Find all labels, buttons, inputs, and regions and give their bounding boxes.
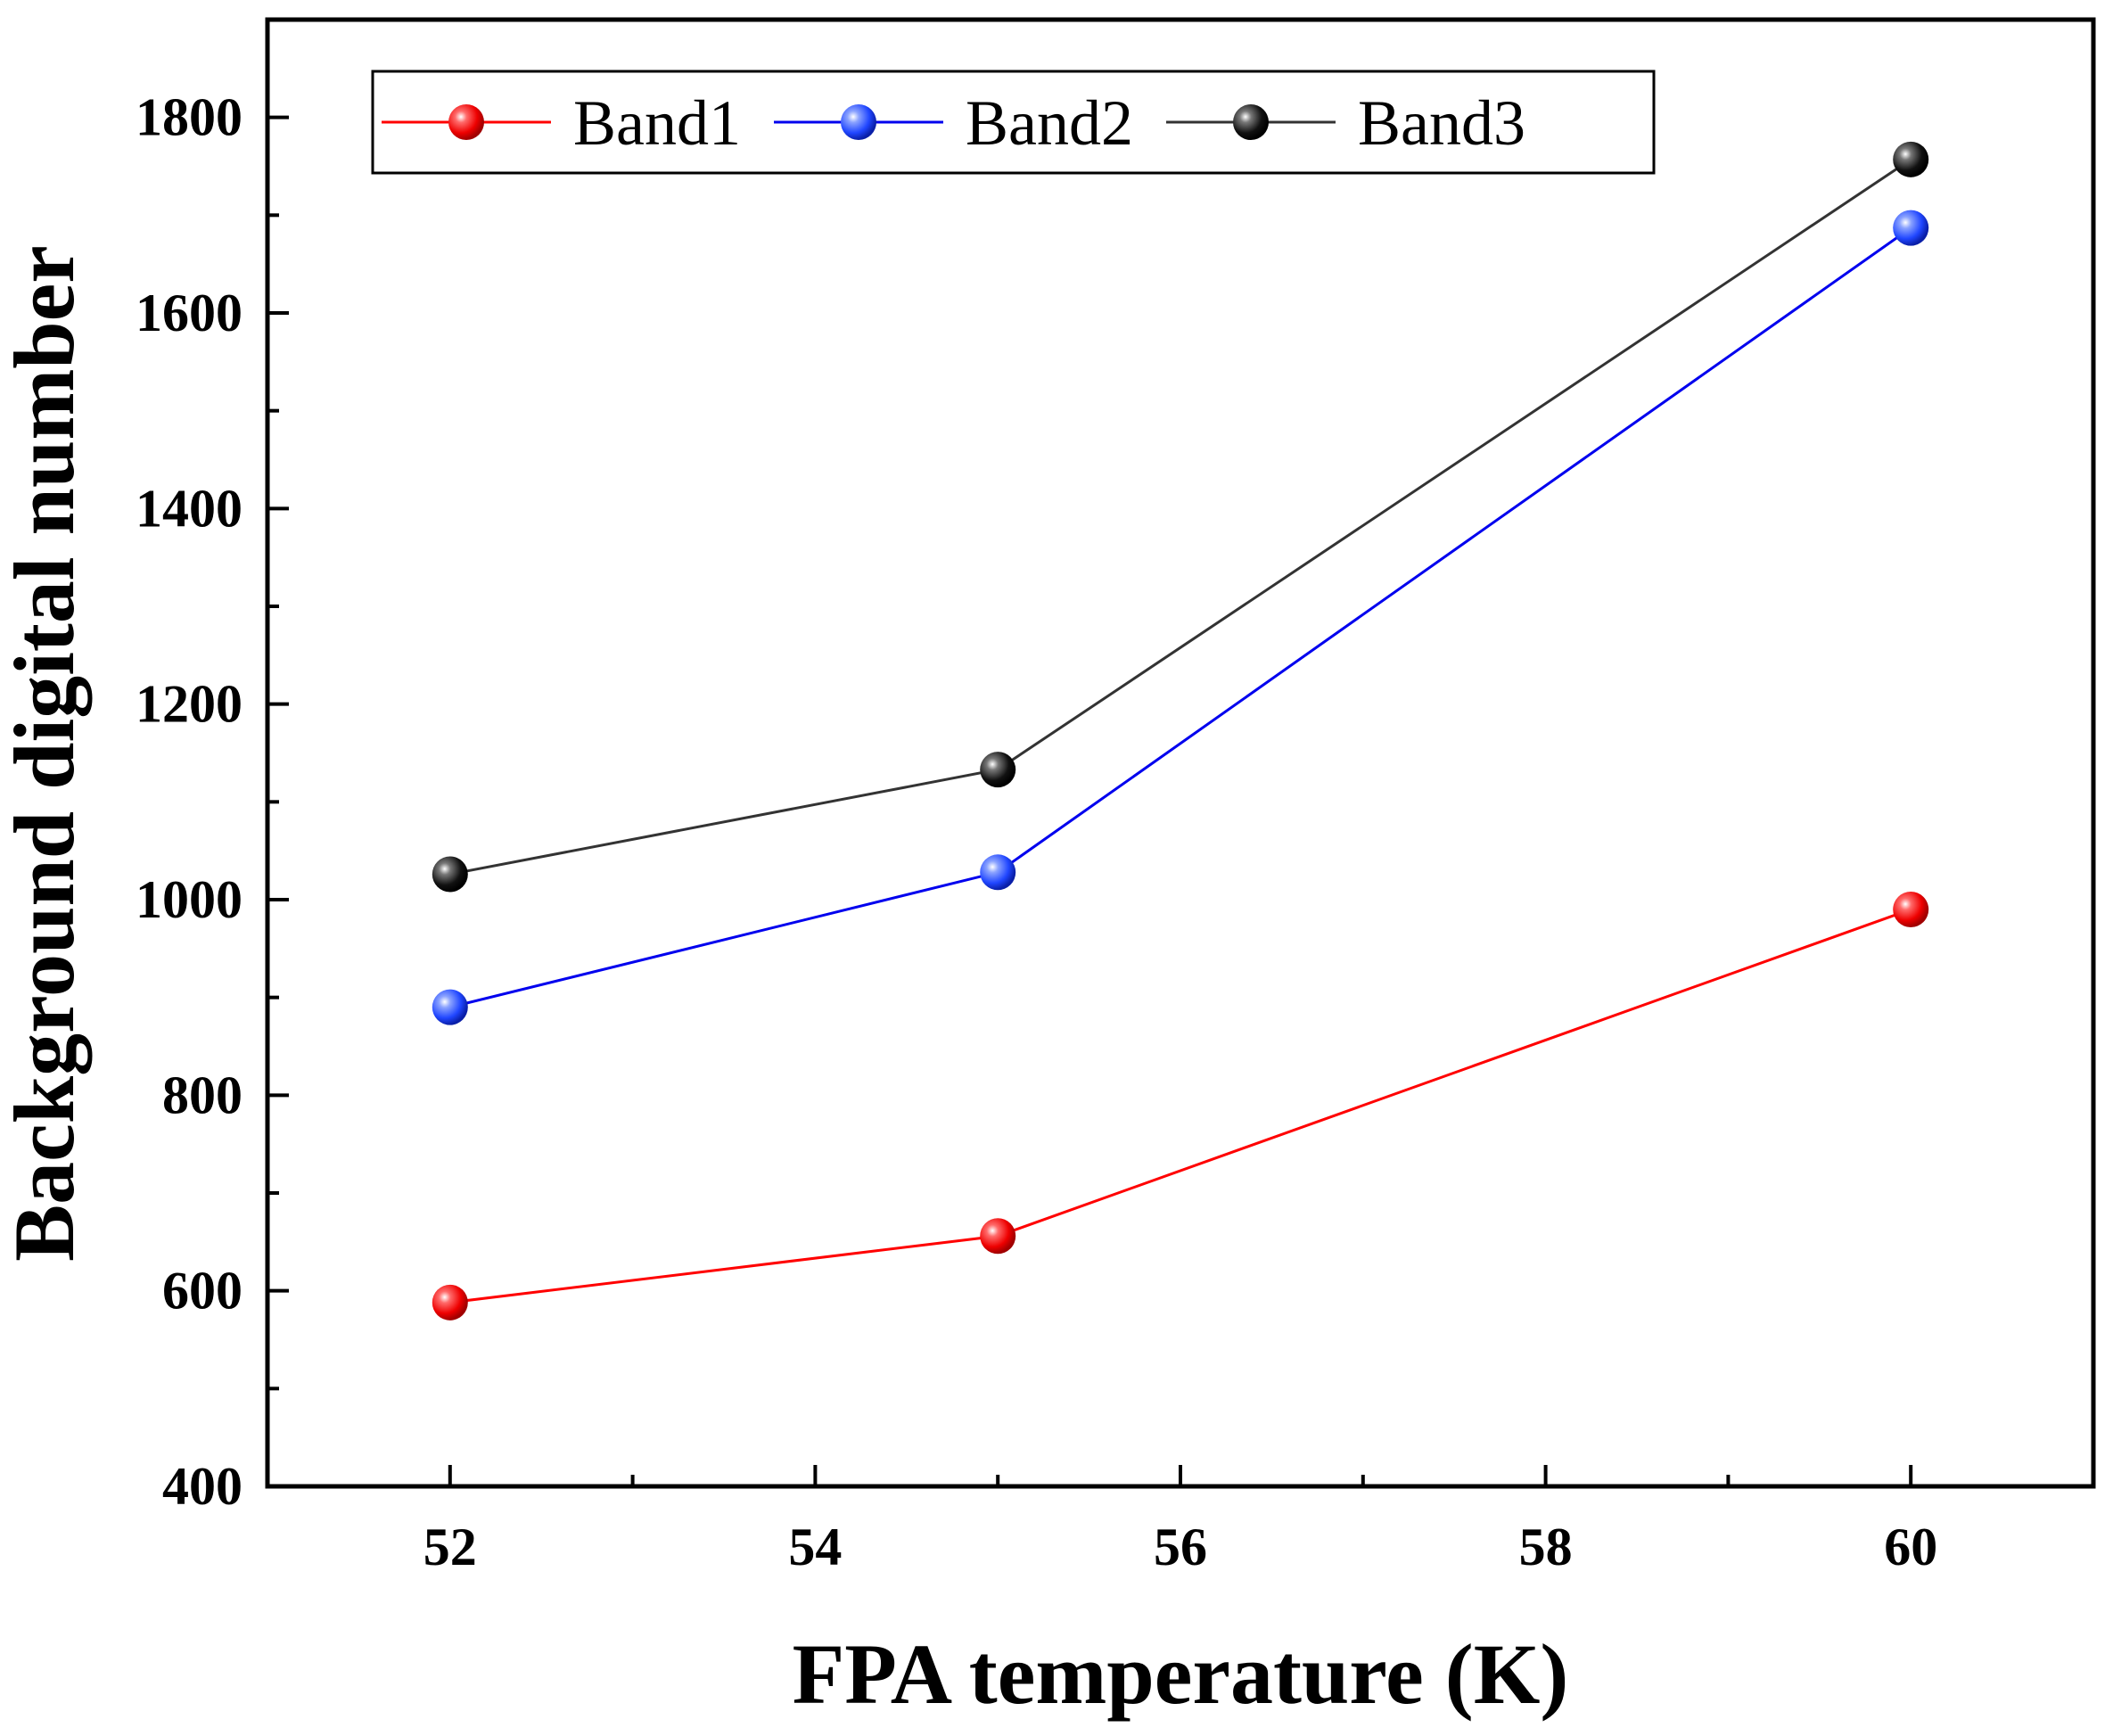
legend-marker-band2 [841,104,876,140]
y-tick-label: 1600 [136,284,243,342]
axis-ticks [267,115,1913,1488]
y-tick-label: 1400 [136,479,243,538]
y-tick-label: 400 [162,1457,243,1516]
x-tick-label: 52 [423,1518,477,1576]
x-tick-label: 60 [1884,1518,1937,1576]
x-tick-label: 58 [1519,1518,1573,1576]
data-point-band3 [1893,141,1929,177]
data-point-band1 [432,1284,468,1321]
data-point-band1 [980,1218,1016,1255]
legend-label-band1: Band1 [573,87,741,159]
legend-box [371,70,1656,175]
y-tick-label: 1200 [136,675,243,734]
legend-label-band2: Band2 [966,87,1133,159]
data-point-band2 [1893,210,1929,246]
y-tick-label: 1000 [136,870,243,929]
data-point-band1 [1893,891,1929,927]
y-tick-label: 600 [162,1262,243,1321]
plot-frame [265,17,2096,1489]
legend-marker-band1 [448,104,484,140]
data-point-band2 [980,854,1016,891]
y-tick-label: 800 [162,1065,243,1124]
x-tick-label: 54 [788,1518,842,1576]
y-tick-label: 1800 [136,88,243,147]
series-line-band3 [449,158,1912,876]
axis-tick-labels: 52 54 56 58 60 400 600 800 1000 1200 1400 1600 1800 [136,88,1937,1576]
series-line-band2 [449,226,1912,1009]
y-axis-title: Background digital number [0,245,92,1262]
legend-marker-band3 [1233,104,1269,140]
series-line-band1 [449,908,1912,1304]
series-points [432,141,1929,1321]
data-point-band3 [980,752,1016,788]
legend: Band1 Band2 Band3 [371,70,1656,175]
x-tick-label: 56 [1154,1518,1207,1576]
data-point-band2 [432,989,468,1025]
data-point-band3 [432,856,468,893]
legend-label-band3: Band3 [1358,87,1525,159]
series-lines [449,158,1912,1304]
x-axis-title: FPA temperature (K) [793,1626,1569,1722]
